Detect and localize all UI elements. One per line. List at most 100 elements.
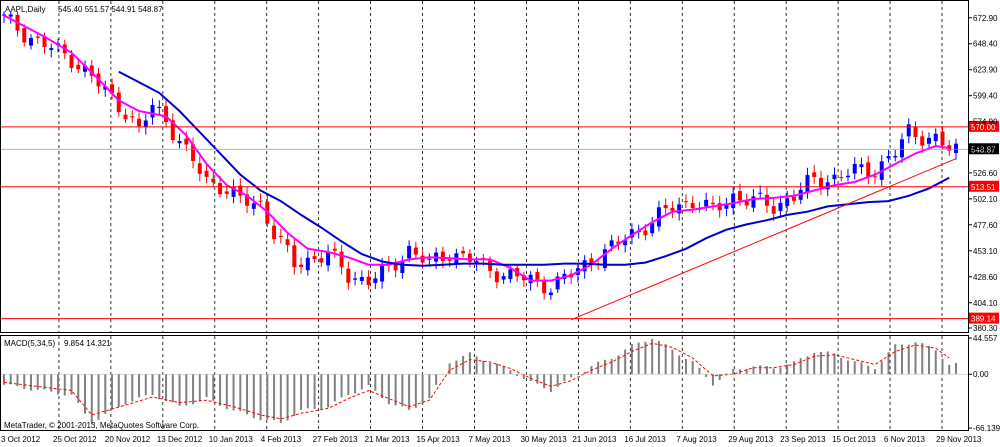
candle-body bbox=[778, 202, 783, 212]
candle-body bbox=[737, 191, 742, 201]
candle-body bbox=[717, 203, 722, 211]
main-pane-frame bbox=[0, 0, 969, 333]
y-tick-label: 648.40 bbox=[973, 40, 998, 49]
macd-tick-label: -66.139 bbox=[973, 424, 1000, 433]
candle-body bbox=[258, 200, 263, 202]
candle-body bbox=[602, 249, 607, 268]
candle-body bbox=[926, 137, 931, 144]
candle-body bbox=[616, 241, 621, 244]
candle-body bbox=[555, 276, 560, 290]
y-tick-label: 453.10 bbox=[973, 247, 998, 256]
x-tick-label: 15 Apr 2013 bbox=[417, 435, 461, 444]
candle-body bbox=[69, 54, 74, 68]
candle-body bbox=[805, 175, 810, 193]
ohlc-label: 545.40 551.57 544.91 548.87 bbox=[58, 5, 163, 14]
candle-body bbox=[508, 269, 513, 280]
macd-vertical-gridlines bbox=[58, 336, 943, 430]
candle-body bbox=[501, 276, 506, 280]
candle-body bbox=[272, 225, 277, 240]
x-tick-label: 7 Aug 2013 bbox=[676, 435, 717, 444]
candle-body bbox=[683, 201, 688, 203]
candle-body bbox=[29, 38, 34, 46]
current-price-label: 548.87 bbox=[971, 145, 996, 154]
candle-body bbox=[380, 264, 385, 282]
candle-body bbox=[319, 258, 324, 263]
candle-body bbox=[825, 182, 830, 190]
candle-body bbox=[440, 251, 445, 262]
candle-body bbox=[771, 206, 776, 214]
level-label: 513.51 bbox=[971, 183, 996, 192]
candle-body bbox=[83, 65, 88, 72]
trendline-line bbox=[570, 158, 957, 321]
candle-body bbox=[920, 136, 925, 146]
candle-body bbox=[623, 240, 628, 246]
candle-body bbox=[791, 196, 796, 201]
candle-body bbox=[224, 191, 229, 194]
candle-body bbox=[346, 268, 351, 283]
candle-body bbox=[177, 141, 182, 144]
candle-body bbox=[818, 177, 823, 188]
candle-body bbox=[89, 65, 94, 76]
candle-body bbox=[933, 133, 938, 142]
candle-body bbox=[488, 260, 493, 271]
candle-body bbox=[312, 256, 317, 260]
macd-axis: 44.557 0.00 -66.139 bbox=[1, 334, 1000, 433]
candle-body bbox=[292, 245, 297, 268]
macd-signal-polyline bbox=[3, 342, 950, 420]
level-label: 570.00 bbox=[971, 123, 996, 132]
candle-body bbox=[656, 207, 661, 227]
candle-body bbox=[744, 200, 749, 206]
candle-body bbox=[42, 36, 47, 47]
candle-body bbox=[170, 120, 175, 141]
candle-body bbox=[191, 144, 196, 161]
candle-body bbox=[211, 178, 216, 183]
candle-body bbox=[420, 255, 425, 263]
candle-body bbox=[204, 170, 209, 177]
x-tick-label: 23 Sep 2013 bbox=[780, 435, 826, 444]
y-tick-label: 477.60 bbox=[973, 221, 998, 230]
candle-body bbox=[521, 275, 526, 281]
y-tick-label: 380.30 bbox=[973, 324, 998, 333]
macd-pane-frame bbox=[0, 335, 969, 431]
candle-body bbox=[231, 186, 236, 197]
candle-body bbox=[710, 202, 715, 205]
candle-body bbox=[947, 145, 952, 151]
x-tick-label: 3 Oct 2012 bbox=[1, 435, 41, 444]
candle-body bbox=[143, 120, 148, 128]
x-tick-label: 29 Aug 2013 bbox=[728, 435, 773, 444]
y-tick-label: 672.90 bbox=[973, 14, 998, 23]
candle-body bbox=[49, 48, 54, 50]
x-tick-label: 10 Jan 2013 bbox=[209, 435, 254, 444]
candle-body bbox=[751, 196, 756, 208]
candle-body bbox=[650, 223, 655, 234]
moving-averages bbox=[3, 14, 957, 321]
candle-body bbox=[353, 278, 358, 280]
candle-body bbox=[859, 164, 864, 168]
candle-body bbox=[393, 264, 398, 271]
candle-body bbox=[535, 271, 540, 280]
x-tick-label: 13 Dec 2012 bbox=[157, 435, 203, 444]
candle-body bbox=[494, 271, 499, 283]
candle-body bbox=[764, 194, 769, 206]
macd-tick-label: 44.557 bbox=[973, 334, 998, 343]
candle-body bbox=[245, 194, 250, 206]
candle-body bbox=[8, 14, 13, 17]
candle-body bbox=[474, 261, 479, 265]
y-tick-label: 599.40 bbox=[973, 92, 998, 101]
y-tick-label: 428.60 bbox=[973, 273, 998, 282]
candle-body bbox=[123, 114, 128, 120]
candle-body bbox=[663, 205, 668, 209]
candle-body bbox=[872, 176, 877, 178]
x-tick-label: 29 Nov 2013 bbox=[936, 435, 982, 444]
candle-body bbox=[116, 92, 121, 112]
candle-body bbox=[326, 251, 331, 266]
candle-body bbox=[582, 260, 587, 272]
main-pane: 570.00 513.51 389.14 548.87 672.90 648.40 623… bbox=[0, 0, 999, 333]
candle-body bbox=[690, 203, 695, 209]
x-tick-label: 4 Feb 2013 bbox=[261, 435, 302, 444]
candle-body bbox=[731, 193, 736, 209]
x-tick-label: 21 Mar 2013 bbox=[365, 435, 410, 444]
candle-body bbox=[548, 292, 553, 296]
current-price-tag bbox=[969, 143, 999, 155]
